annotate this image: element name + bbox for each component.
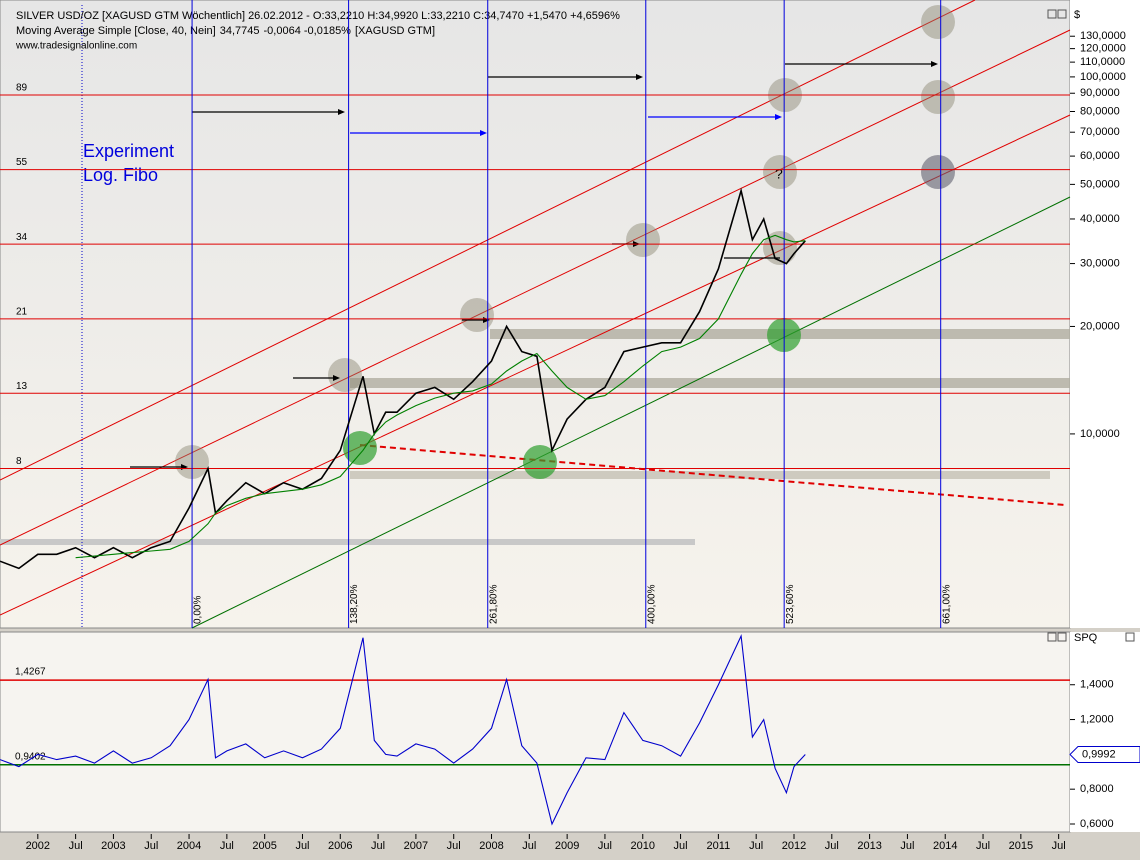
drawings xyxy=(0,0,1135,642)
channel-line xyxy=(0,114,1071,616)
x-tick-label: 2002 xyxy=(26,840,50,852)
y-tick-label: 80,0000 xyxy=(1080,105,1120,117)
price-axis xyxy=(1070,0,1140,628)
series-legend: SILVER USD/OZ [XAGUSD GTM Wöchentlich] 2… xyxy=(16,10,620,22)
circles xyxy=(175,5,955,479)
legend-value: -0,0064 -0,0185% xyxy=(264,25,352,37)
x-tick-label: Jul xyxy=(371,840,385,852)
x-tick-label: 2007 xyxy=(404,840,428,852)
price-panel xyxy=(0,0,1071,629)
annotation: Experiment xyxy=(83,141,174,161)
band xyxy=(350,378,1070,388)
x-tick-label: Jul xyxy=(749,840,763,852)
time-fib-label: 661,00% xyxy=(941,584,952,624)
indicator-panel xyxy=(0,631,1071,833)
series-line xyxy=(0,187,806,570)
y-axis-label: $ xyxy=(1074,9,1080,21)
series-line xyxy=(0,633,806,826)
x-tick-label: Jul xyxy=(1052,840,1066,852)
fib-label: 55 xyxy=(16,157,28,168)
x-tick-label: 2012 xyxy=(782,840,806,852)
trend-line xyxy=(359,444,1066,506)
x-tick-label: 2015 xyxy=(1009,840,1033,852)
time-fib-label: 400,00% xyxy=(646,584,657,624)
x-tick-label: Jul xyxy=(900,840,914,852)
x-tick-label: Jul xyxy=(144,840,158,852)
x-tick-label: 2005 xyxy=(252,840,276,852)
x-tick-label: Jul xyxy=(220,840,234,852)
arrows xyxy=(130,63,936,468)
y-axis-label: SPQ xyxy=(1074,632,1098,644)
source: www.tradesignalonline.com xyxy=(15,41,137,52)
fib-label: 21 xyxy=(16,307,28,318)
x-tick-label: Jul xyxy=(976,840,990,852)
y-tick-label: 110,0000 xyxy=(1080,56,1125,68)
y-tick-label: 1,2000 xyxy=(1080,713,1114,725)
y-tick-label: 40,0000 xyxy=(1080,213,1120,225)
x-tick-label: 2011 xyxy=(707,840,731,852)
x-tick-label: Jul xyxy=(295,840,309,852)
y-tick-label: 60,0000 xyxy=(1080,150,1120,162)
fib-label: 34 xyxy=(16,232,28,243)
circle xyxy=(921,155,955,189)
legend-value: [XAGUSD GTM] xyxy=(355,25,435,37)
legend-name: Moving Average Simple [Close, 40, Nein] xyxy=(16,25,216,37)
x-tick-label: 2008 xyxy=(479,840,503,852)
y-tick-label: 10,0000 xyxy=(1080,428,1120,440)
band xyxy=(0,539,695,545)
x-tick-label: 2014 xyxy=(933,840,957,852)
fib-label: 8 xyxy=(16,456,22,467)
time-fib-label: 0,00% xyxy=(193,596,204,624)
ma-legend: Moving Average Simple [Close, 40, Nein] … xyxy=(16,25,435,37)
indicator-axis xyxy=(1070,632,1140,832)
x-tick-label: 2003 xyxy=(101,840,125,852)
series-line xyxy=(75,234,806,559)
blue-arrows xyxy=(350,116,780,134)
x-tick-label: Jul xyxy=(674,840,688,852)
last-value-box xyxy=(1069,746,1140,764)
annotation: Log. Fibo xyxy=(83,165,158,185)
y-tick-label: 1,4000 xyxy=(1080,679,1114,691)
y-tick-label: 130,0000 xyxy=(1080,30,1126,42)
y-tick-label: 90,0000 xyxy=(1080,87,1120,99)
x-tick-label: 2009 xyxy=(555,840,579,852)
annotation: ? xyxy=(775,166,783,182)
y-tick-label: 20,0000 xyxy=(1080,320,1120,332)
time-fib-label: 261,80% xyxy=(488,584,499,624)
time-fib-label: 138,20% xyxy=(349,584,360,624)
level-label: 0,9402 xyxy=(15,751,46,762)
x-tick-label: 2006 xyxy=(328,840,352,852)
green-circles xyxy=(343,318,801,479)
x-tick-label: 2004 xyxy=(177,840,201,852)
level-label: 1,4267 xyxy=(15,667,46,678)
x-tick-label: Jul xyxy=(825,840,839,852)
y-tick-label: 120,0000 xyxy=(1080,43,1126,55)
y-tick-label: 50,0000 xyxy=(1080,178,1120,190)
x-tick-label: Jul xyxy=(69,840,83,852)
x-tick-label: 2013 xyxy=(857,840,881,852)
window-icons xyxy=(1047,9,1135,642)
last-value-label: 0,9992 xyxy=(1082,748,1116,760)
fib-label: 89 xyxy=(16,83,28,94)
x-tick-label: Jul xyxy=(447,840,461,852)
channel-line xyxy=(191,196,1071,629)
time-fib-label: 523,60% xyxy=(785,584,796,624)
x-tick-label: Jul xyxy=(598,840,612,852)
y-tick-label: 0,6000 xyxy=(1080,818,1114,830)
channel-line xyxy=(0,29,1071,546)
fib-label: 13 xyxy=(16,381,28,392)
legend-value: 34,7745 xyxy=(220,25,260,37)
y-tick-label: 100,0000 xyxy=(1080,71,1126,83)
x-tick-label: Jul xyxy=(522,840,536,852)
band xyxy=(350,471,1050,479)
y-tick-label: 0,8000 xyxy=(1080,783,1114,795)
x-tick-label: 2010 xyxy=(631,840,655,852)
y-tick-label: 30,0000 xyxy=(1080,257,1120,269)
y-tick-label: 70,0000 xyxy=(1080,126,1120,138)
